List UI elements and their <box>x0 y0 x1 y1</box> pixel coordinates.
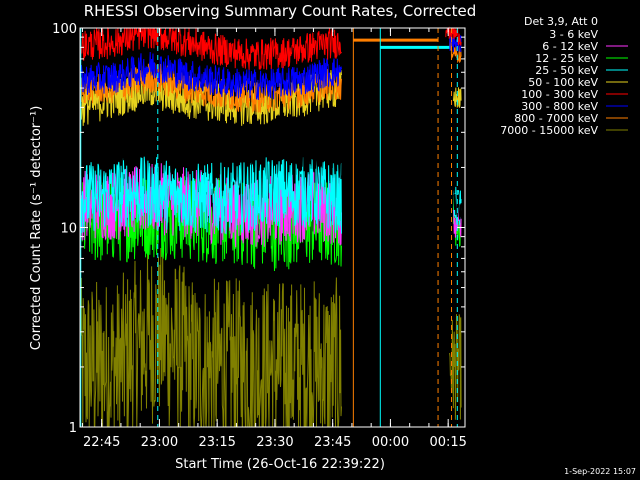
legend-label: 6 - 12 keV <box>542 40 598 53</box>
series-line <box>79 107 342 180</box>
timestamp: 1-Sep-2022 15:07 <box>564 467 636 476</box>
series-line <box>79 51 342 101</box>
y-tick-label: 10 <box>60 222 77 237</box>
x-tick-label: 00:15 <box>429 435 466 450</box>
x-axis-ticks: 22:45 23:00 23:15 23:30 23:45 00:00 00:15 <box>81 28 467 450</box>
legend-label: 25 - 50 keV <box>535 64 598 77</box>
y-tick-label: 1 <box>69 421 77 436</box>
y-axis-label: Corrected Count Rate (s⁻¹ detector⁻¹) <box>29 106 44 351</box>
legend-label: 50 - 100 keV <box>528 76 598 89</box>
x-tick-label: 23:15 <box>198 435 235 450</box>
series-line <box>79 27 342 70</box>
legend-label: 3 - 6 keV <box>549 28 598 41</box>
legend-label: 300 - 800 keV <box>521 100 598 113</box>
x-tick-label: 00:00 <box>372 435 409 450</box>
legend-label: 7000 - 15000 keV <box>500 124 598 137</box>
legend-label: 100 - 300 keV <box>521 88 598 101</box>
y-axis-ticks: 1 10 100 <box>52 22 465 436</box>
x-tick-label: 23:30 <box>256 435 293 450</box>
x-tick-label: 23:00 <box>141 435 178 450</box>
y-tick-label: 100 <box>52 22 77 37</box>
legend-label: 800 - 7000 keV <box>514 112 598 125</box>
x-tick-label: 22:45 <box>83 435 120 450</box>
series-100-300-keV <box>79 26 462 70</box>
x-tick-label: 23:45 <box>314 435 351 450</box>
series-layer <box>79 26 462 429</box>
legend-label: 12 - 25 keV <box>535 52 598 65</box>
x-axis-label: Start Time (26-Oct-16 22:39:22) <box>175 457 385 472</box>
series-line <box>79 247 342 429</box>
series-line <box>79 163 342 248</box>
legend-header: Det 3,9, Att 0 <box>524 15 598 28</box>
series-line <box>79 156 342 235</box>
series-tail <box>452 87 462 108</box>
series-7000-15000-keV <box>79 247 462 429</box>
chart-title: RHESSI Observing Summary Count Rates, Co… <box>84 2 477 20</box>
